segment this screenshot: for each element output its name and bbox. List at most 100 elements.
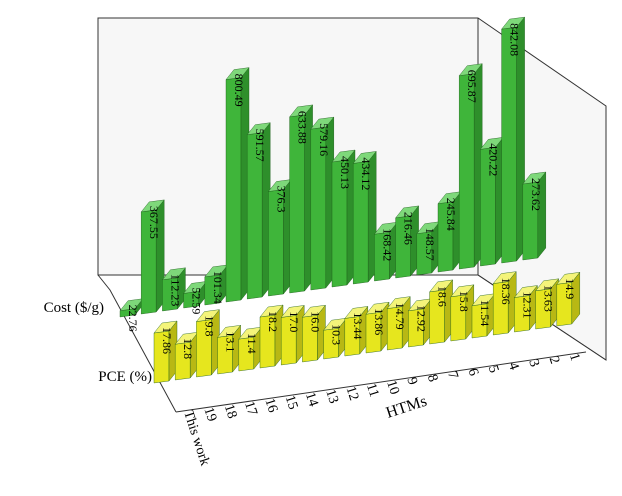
pce-bar-0: 17.86 (153, 320, 178, 384)
cost-bar-7-label: 376.3 (274, 185, 288, 212)
x-tick-label-16: 4 (505, 361, 521, 372)
pce-bar-19: 14.9 (556, 271, 581, 327)
cost-bar-15: 245.84 (437, 191, 462, 273)
x-tick-label-14: 6 (464, 367, 480, 378)
cost-bar-18: 842.08 (501, 16, 526, 264)
pce-bar-9: 13.44 (344, 305, 369, 357)
cost-bar-5: 800.49 (225, 67, 250, 303)
pce-bar-12: 12.92 (407, 298, 432, 348)
cost-bar-16: 695.87 (458, 63, 483, 270)
cost-bar-9-label: 579.16 (317, 123, 331, 156)
cost-bar-14: 148.57 (416, 221, 441, 276)
cost-bar-1: 367.55 (140, 199, 165, 315)
cost-bar-11-label: 434.12 (359, 157, 373, 190)
pce-bar-7: 16.0 (301, 304, 326, 363)
cost-bar-14-label: 148.57 (423, 228, 437, 261)
cost-bar-12-label: 168.42 (380, 228, 394, 261)
pce-bar-2-label: 19.8 (202, 316, 216, 337)
pce-bar-15: 11.54 (471, 293, 496, 339)
x-tick-label-11: 9 (403, 376, 419, 387)
pce-bar-18-label: 13.63 (542, 285, 556, 312)
pce-bar-13-label: 18.6 (436, 286, 450, 307)
pce-bar-10-label: 13.86 (372, 308, 386, 335)
cost-bar-13: 216.46 (395, 205, 420, 279)
x-tick-label-17: 3 (525, 358, 541, 369)
pce-bar-3: 13.1 (217, 324, 242, 375)
pce-bar-1-label: 12.8 (181, 338, 195, 359)
pce-bar-13: 18.6 (429, 279, 454, 345)
pce-bar-14: 15.8 (450, 284, 475, 342)
pce-bar-19-label: 14.9 (563, 278, 577, 299)
cost-bar-2: 112.23 (161, 267, 186, 312)
pce-bar-17-label: 12.31 (520, 292, 534, 319)
cost-bar-4-label: 101.34 (211, 271, 225, 304)
cost-bar-17: 420.22 (479, 136, 504, 267)
x-tick-label-10: 10 (383, 379, 402, 397)
cost-bar-9: 579.16 (310, 116, 335, 291)
x-tick-label-15: 5 (485, 364, 501, 375)
x-tick-label-2: 18 (221, 403, 240, 421)
cost-bar-0-label: 22.76 (126, 305, 140, 332)
cost-bar-8-label: 633.88 (296, 111, 310, 144)
cost-bar-11: 434.12 (352, 150, 377, 285)
cost-bar-0: 22.76 (119, 298, 144, 332)
x-tick-label-8: 12 (343, 385, 362, 403)
pce-bar-6-label: 17.0 (287, 311, 301, 332)
pce-bar-4: 11.4 (238, 326, 263, 372)
pce-bar-0-label: 17.86 (160, 327, 174, 354)
x-tick-label-1: 19 (200, 406, 219, 424)
pce-bar-9-label: 13.44 (351, 312, 365, 339)
cost-bar-16-label: 695.87 (465, 70, 479, 103)
chart-bars: 22.76 367.55 112.23 52.59 101.34 800.49 591.57… (119, 16, 581, 384)
cost-bar-17-label: 420.22 (486, 143, 500, 176)
cost-bar-1-label: 367.55 (147, 206, 161, 239)
cost-bar-18-label: 842.08 (508, 23, 522, 56)
cost-bar-10: 450.13 (331, 149, 356, 288)
cost-bar-19: 273.62 (522, 171, 547, 261)
cost-bar-3-label: 52.59 (190, 287, 204, 314)
cost-bar-6-label: 591.57 (253, 129, 267, 162)
pce-bar-6: 17.0 (280, 304, 305, 366)
cost-bar-2-label: 112.23 (168, 274, 182, 307)
pce-bar-1: 12.8 (174, 331, 199, 381)
x-tick-label-12: 8 (424, 373, 440, 384)
cost-bar-13-label: 216.46 (402, 212, 416, 245)
pce-bar-2: 19.8 (195, 309, 220, 378)
pce-bar-8: 10.3 (323, 317, 348, 360)
cost-bar-5-label: 800.49 (232, 74, 246, 107)
x-tick-label-5: 15 (282, 394, 301, 412)
x-tick-label-13: 7 (444, 370, 460, 381)
pce-bar-3-label: 13.1 (224, 331, 238, 352)
pce-bar-18: 13.63 (535, 278, 560, 330)
cost-bar-6: 591.57 (246, 122, 271, 300)
pce-bar-12-label: 12.92 (414, 305, 428, 332)
pce-bar-4-label: 11.4 (245, 333, 259, 354)
series-label-cost: Cost ($/g) (44, 300, 104, 316)
pce-bar-16-label: 18.36 (499, 278, 513, 305)
pce-bar-11-label: 14.79 (393, 303, 407, 330)
pce-bar-5: 18.2 (259, 304, 284, 369)
cost-bar-12: 168.42 (373, 221, 398, 282)
x-tick-label-18: 2 (546, 355, 562, 366)
x-tick-label-6: 14 (302, 391, 321, 409)
x-axis-title: HTMs (384, 393, 429, 422)
cost-bar-19-label: 273.62 (529, 178, 543, 211)
x-tick-label-4: 16 (261, 397, 280, 415)
pce-bar-8-label: 10.3 (330, 324, 344, 345)
pce-bar-5-label: 18.2 (266, 311, 280, 332)
x-tick-label-19: 1 (566, 352, 582, 363)
cost-bar-3: 52.59 (183, 280, 208, 314)
x-tick-label-7: 13 (322, 388, 341, 406)
series-label-pce: PCE (%) (98, 369, 152, 385)
pce-bar-16: 18.36 (492, 271, 517, 336)
pce-bar-10: 13.86 (365, 301, 390, 354)
pce-bar-15-label: 11.54 (478, 300, 492, 327)
cost-bar-10-label: 450.13 (338, 156, 352, 189)
cost-bar-7: 376.3 (267, 178, 292, 297)
x-tick-label-9: 11 (363, 382, 381, 399)
x-tick-label-3: 17 (241, 400, 260, 418)
pce-bar-14-label: 15.8 (457, 291, 471, 312)
pce-bar-11: 14.79 (386, 296, 411, 351)
cost-bar-8: 633.88 (289, 104, 314, 294)
